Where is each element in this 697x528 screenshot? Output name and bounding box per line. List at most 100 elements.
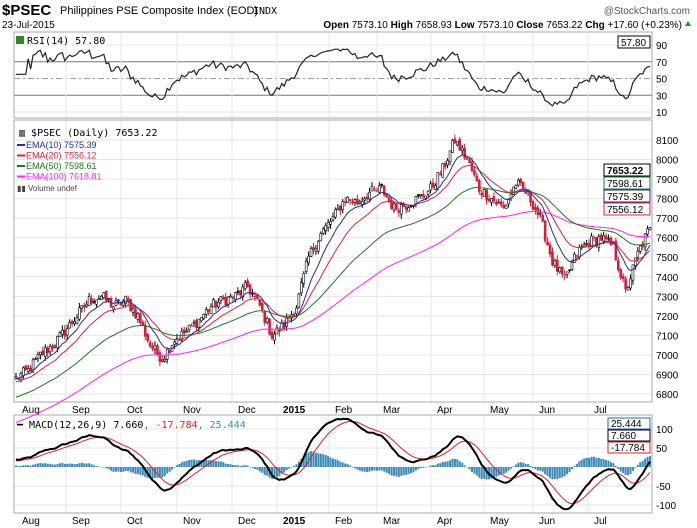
macd-histogram-bar (492, 467, 495, 478)
candle-body (473, 170, 476, 176)
macd-histogram-bar (32, 464, 35, 467)
rsi-tick-label: 30 (656, 91, 668, 102)
rsi-line (16, 48, 651, 107)
svg-text:7575.39: 7575.39 (607, 192, 644, 203)
ema-legend-label: EMA(10) 7575.39 (26, 140, 97, 150)
macd-histogram-bar (609, 462, 612, 467)
quote-date: 23-Jul-2015 (2, 20, 55, 31)
candle-body (351, 201, 354, 204)
candle-body (392, 203, 396, 211)
macd-histogram-bar (66, 463, 69, 467)
ema10-value-tag: 7575.39 (603, 189, 651, 203)
x-tick-label-bottom: Sep (72, 516, 90, 527)
candle-body (334, 209, 337, 218)
macd-histogram-bar (580, 459, 583, 467)
macd-histogram-bar (412, 467, 415, 473)
macd-histogram-bar (107, 467, 110, 470)
macd-histogram-bar (500, 467, 503, 475)
candle-body (173, 341, 176, 345)
candle-body (541, 214, 545, 222)
candle-body (31, 359, 35, 371)
price-tick-label: 7000 (656, 351, 679, 362)
x-tick-label-bottom: Oct (127, 516, 143, 527)
candle-body (197, 318, 201, 328)
macd-histogram-bar (556, 467, 559, 480)
macd-histogram-bar (524, 463, 527, 467)
candle-body (575, 255, 579, 257)
candle-body (585, 242, 588, 245)
macd-histogram-bar (324, 455, 327, 467)
macd-histogram-bar (195, 460, 198, 467)
candle-body (346, 197, 349, 203)
macd-histogram-bar (283, 467, 286, 473)
macd-histogram-bar (366, 467, 369, 473)
macd-histogram-bar (434, 465, 437, 467)
candle-body (187, 324, 191, 331)
macd-histogram-bar (239, 465, 242, 467)
macd-histogram-bar (317, 453, 320, 467)
candle-body (136, 313, 140, 320)
candle-body (592, 236, 596, 239)
candle-body (153, 345, 157, 350)
macd-label: ━ MACD(12,26,9) 7.660, -17.784, 25.444 (16, 420, 246, 431)
macd-histogram-bar (649, 456, 651, 467)
candle-body (438, 173, 442, 176)
macd-histogram-bar (24, 465, 27, 467)
macd-histogram-bar (427, 466, 430, 468)
macd-histogram-bar (158, 467, 161, 478)
macd-histogram-bar (400, 467, 403, 476)
price-tick-label: 8000 (656, 156, 679, 167)
candle-body (399, 204, 403, 215)
candle-body (519, 178, 523, 183)
macd-histogram-bar (227, 463, 230, 467)
candle-body (499, 201, 503, 206)
ema20-value-tag: 7556.12 (603, 202, 651, 216)
candle-body (151, 346, 154, 350)
macd-histogram-bar (422, 467, 425, 468)
macd-histogram-bar (507, 467, 510, 471)
candle-body (275, 327, 279, 335)
macd-histogram-bar (17, 466, 20, 467)
candle-body (214, 301, 218, 308)
x-tick-label-bottom: Nov (183, 516, 201, 527)
candle-body (292, 313, 296, 317)
macd-histogram-bar (97, 466, 100, 468)
macd-histogram-bar (88, 463, 91, 467)
candle-body (314, 248, 318, 252)
ema-20-line (15, 164, 651, 383)
macd-histogram-bar (551, 467, 554, 480)
macd-histogram-bar (397, 467, 400, 477)
macd-histogram-bar (263, 467, 266, 476)
macd-histogram-bar (602, 459, 605, 467)
macd-histogram-bar (232, 465, 235, 467)
candle-body (307, 255, 310, 264)
macd-histogram-bar (273, 467, 276, 479)
candle-body (602, 235, 605, 242)
candle-body (429, 183, 432, 191)
candle-body (504, 204, 508, 209)
candle-body (487, 198, 491, 202)
candle-body (146, 334, 149, 341)
macd-histogram-bar (95, 466, 98, 467)
candle-body (380, 183, 384, 186)
candle-body (131, 308, 135, 313)
candle-body (134, 308, 137, 318)
macd-histogram-bar (475, 467, 478, 476)
candle-body (297, 293, 301, 308)
candle-body (582, 244, 586, 247)
candle-body (46, 347, 50, 353)
macd-histogram-bar (295, 464, 298, 467)
candle-body (382, 185, 386, 196)
macd-histogram-bar (527, 464, 530, 467)
macd-tick-label: -100 (656, 501, 676, 512)
macd-histogram-bar (234, 465, 237, 467)
candle-body (231, 296, 235, 299)
candle-body (590, 235, 593, 248)
svg-text:7598.61: 7598.61 (607, 179, 644, 190)
candle-body (448, 150, 452, 163)
macd-histogram-bar (339, 461, 342, 467)
candle-body (417, 194, 420, 197)
candle-body (421, 193, 425, 197)
macd-panel (13, 414, 653, 514)
